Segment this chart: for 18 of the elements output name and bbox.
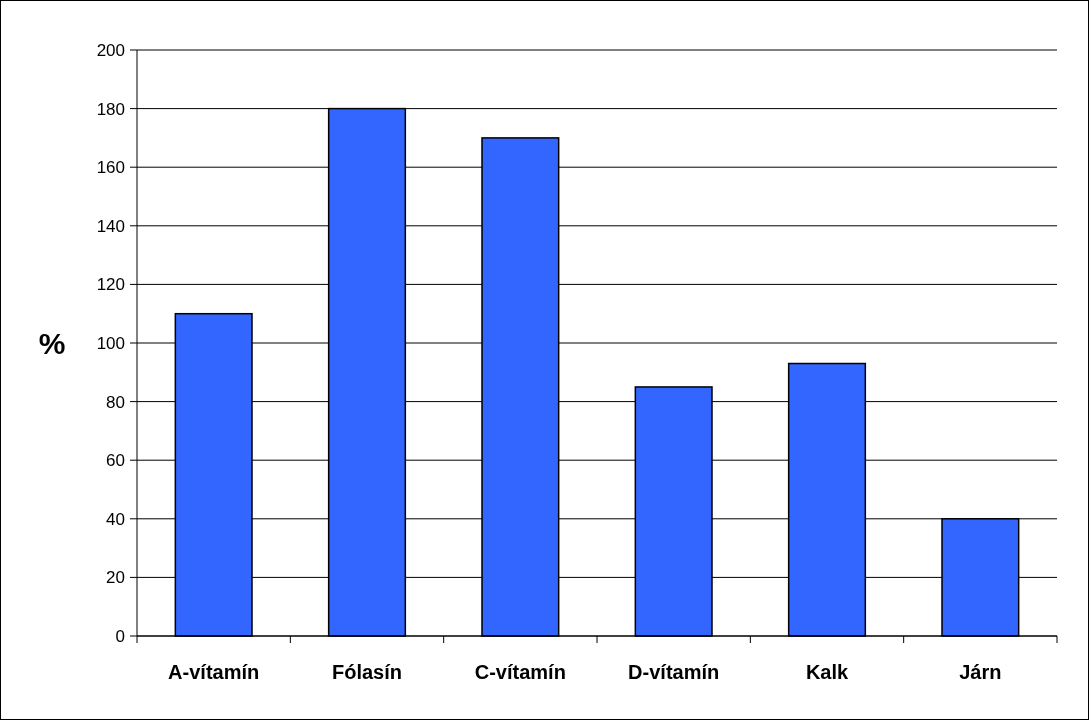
y-tick-label: 0	[115, 626, 125, 646]
y-tick-label: 120	[96, 275, 125, 295]
y-tick-label: 80	[106, 392, 125, 412]
x-tick-label: Fólasín	[331, 661, 403, 683]
x-tick-label: Járn	[959, 661, 1002, 683]
x-tick-label: A-vítamín	[168, 661, 260, 683]
y-tick-label: 160	[96, 158, 125, 178]
x-tick-label: Kalk	[805, 661, 849, 683]
y-tick-label: 140	[96, 216, 125, 236]
x-tick-label: C-vítamín	[474, 661, 566, 683]
y-tick-label: 20	[106, 568, 125, 588]
y-tick-label: 60	[106, 451, 125, 471]
y-axis-title: %	[38, 326, 66, 360]
y-tick-label: 200	[96, 40, 125, 60]
x-tick-label: D-vítamín	[628, 661, 720, 683]
y-tick-label: 180	[96, 99, 125, 119]
y-tick-label: 100	[96, 333, 125, 353]
y-tick-label: 40	[106, 509, 125, 529]
